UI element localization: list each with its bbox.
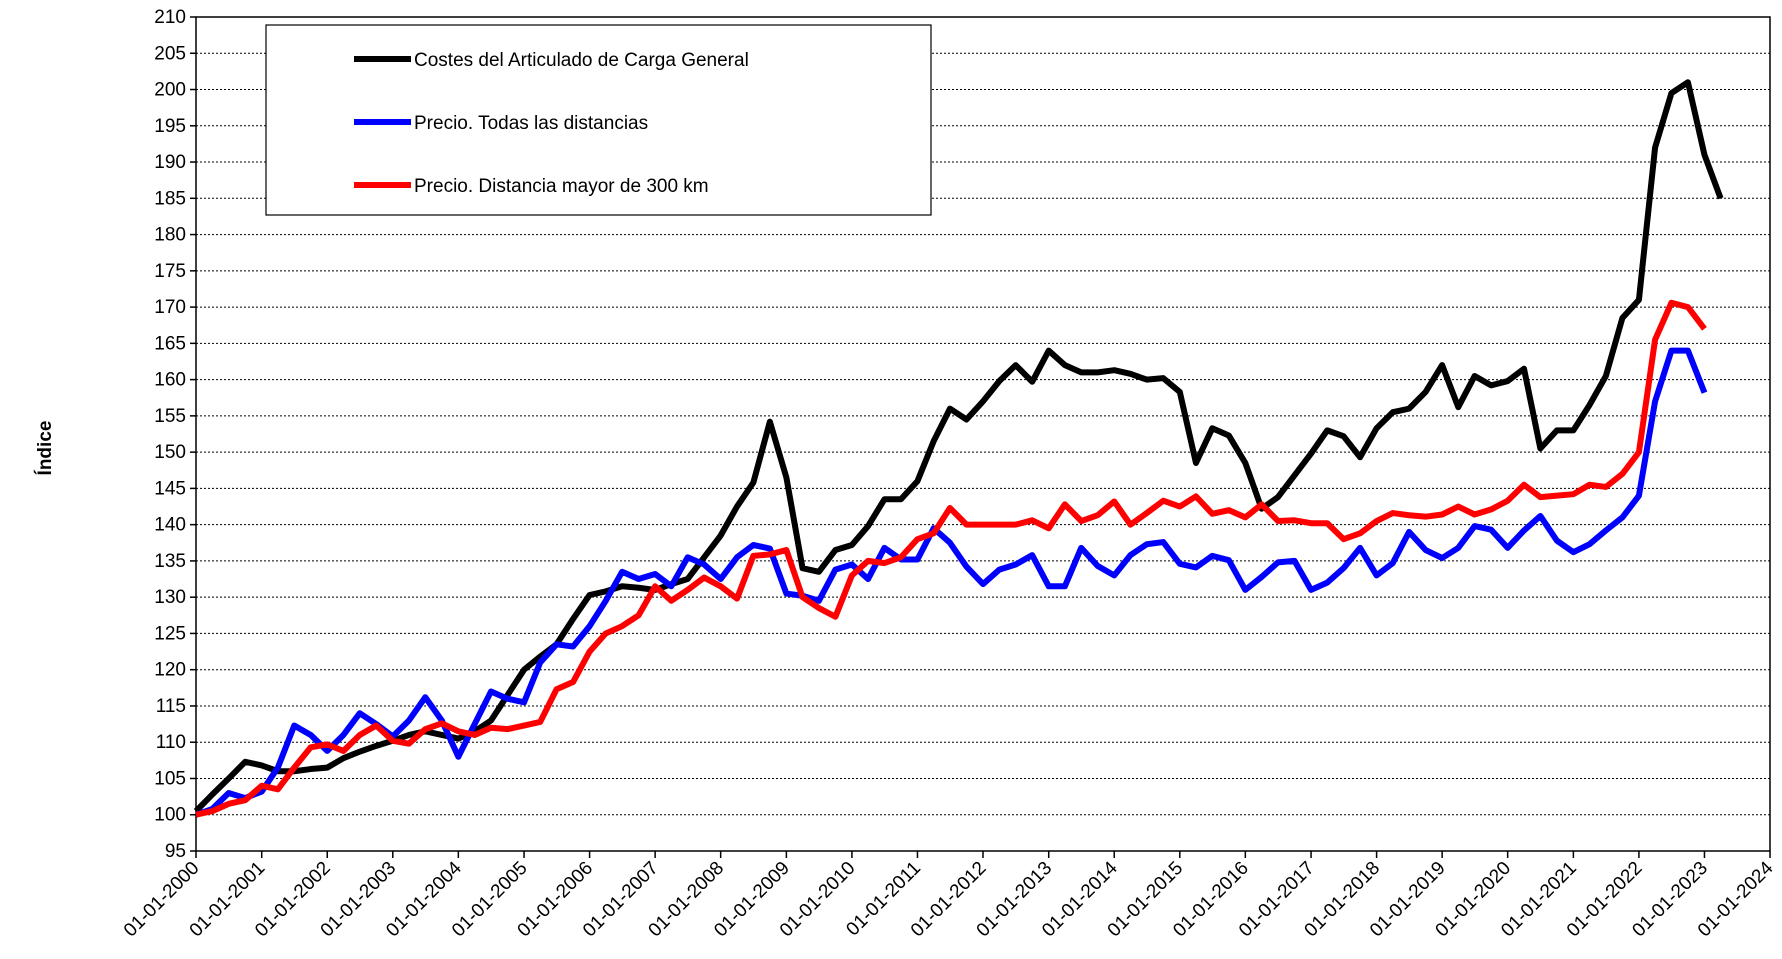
y-tick-label: 185 xyxy=(154,188,186,209)
y-tick-label: 95 xyxy=(165,841,186,862)
y-tick-label: 130 xyxy=(154,587,186,608)
y-tick-label: 175 xyxy=(154,261,186,282)
y-tick-label: 200 xyxy=(154,80,186,101)
y-tick-label: 115 xyxy=(156,696,186,717)
y-tick-label: 205 xyxy=(154,43,186,64)
y-tick-label: 135 xyxy=(154,551,186,572)
y-tick-label: 120 xyxy=(154,660,186,681)
y-tick-label: 170 xyxy=(154,297,186,318)
y-tick-label: 195 xyxy=(154,116,186,137)
y-tick-label: 180 xyxy=(154,225,186,246)
y-tick-label: 110 xyxy=(156,732,186,753)
legend-label: Precio. Todas las distancias xyxy=(414,113,648,134)
y-tick-label: 105 xyxy=(154,768,186,789)
series-line xyxy=(195,299,1707,818)
y-tick-label: 150 xyxy=(154,442,186,463)
y-tick-label: 160 xyxy=(154,370,186,391)
plot-frame xyxy=(195,16,1771,852)
y-tick-label: 165 xyxy=(154,333,186,354)
y-axis-label: Índice xyxy=(34,421,56,476)
series-line xyxy=(194,347,1708,818)
y-tick-label: 125 xyxy=(154,623,186,644)
legend-label: Precio. Distancia mayor de 300 km xyxy=(414,176,709,197)
y-tick-label: 210 xyxy=(154,7,186,28)
legend-label: Costes del Articulado de Carga General xyxy=(414,50,749,71)
y-tick-label: 190 xyxy=(154,152,186,173)
y-tick-label: 155 xyxy=(154,406,186,427)
y-tick-label: 140 xyxy=(154,515,186,536)
y-tick-label: 145 xyxy=(154,478,186,499)
y-tick-label: 100 xyxy=(154,805,186,826)
